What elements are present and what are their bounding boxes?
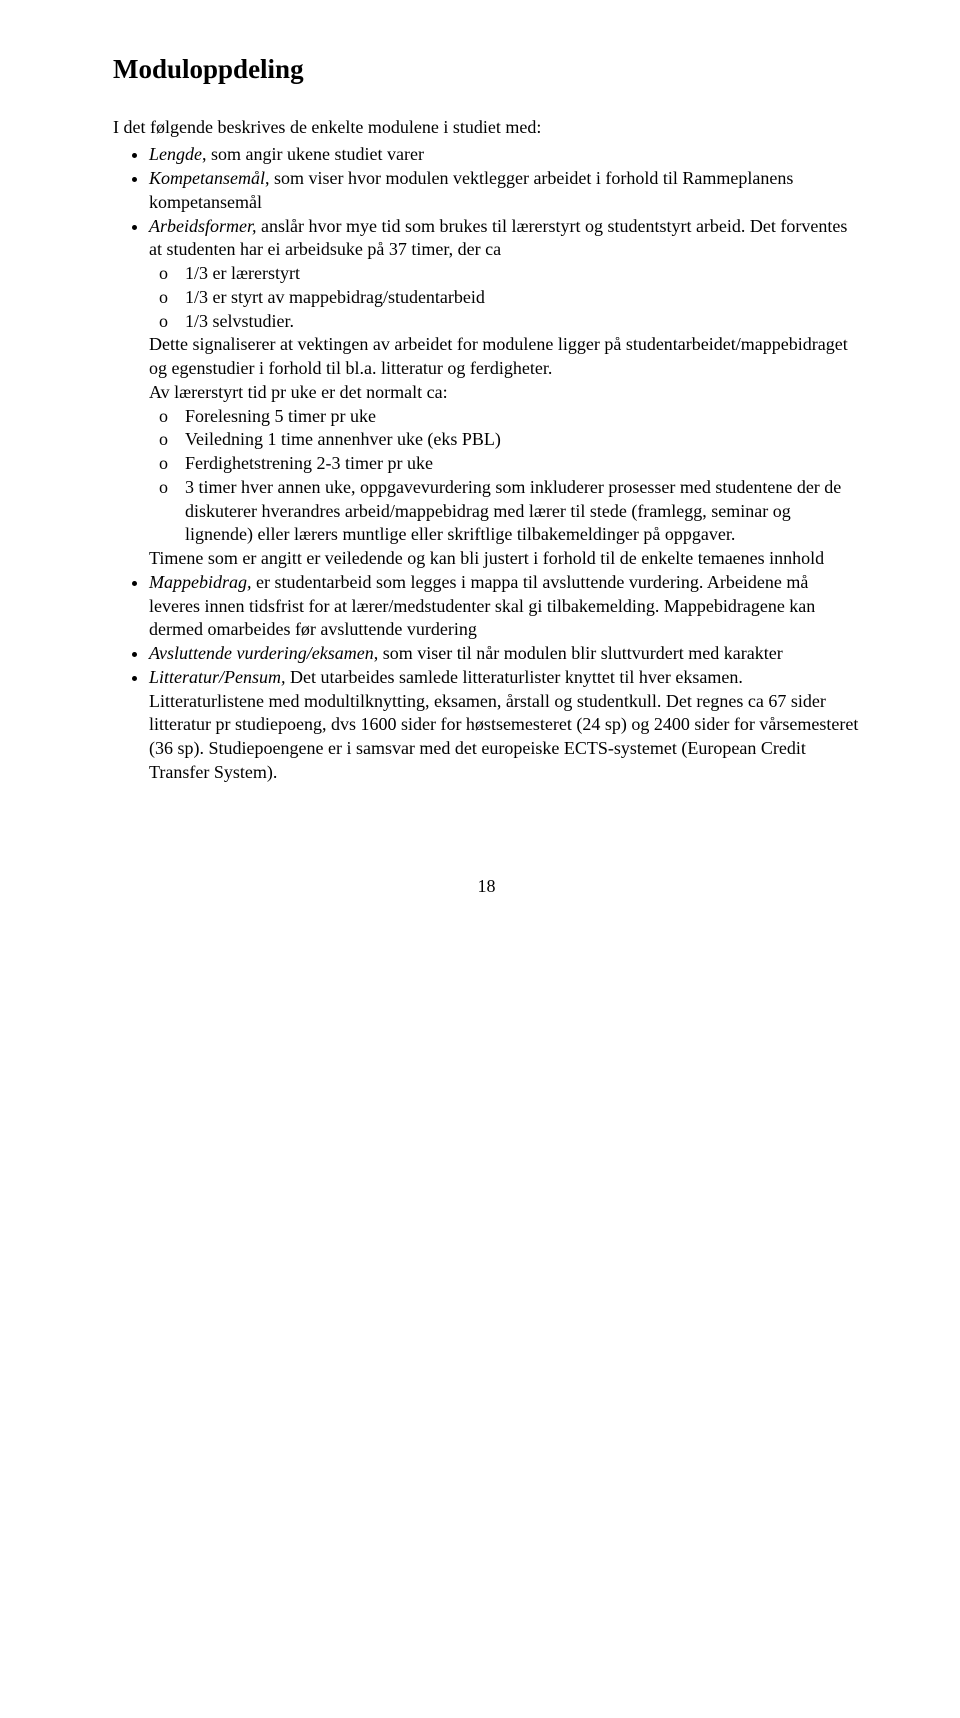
page-title: Moduloppdeling [113, 52, 860, 88]
term: Kompetansemål [149, 168, 265, 188]
term: Litteratur/Pensum, [149, 667, 286, 687]
text: Av lærerstyrt tid pr uke er det normalt … [149, 381, 860, 405]
term: Avsluttende vurdering/eksamen [149, 643, 374, 663]
list-item: Lengde, som angir ukene studiet varer [149, 143, 860, 167]
list-item: Mappebidrag, er studentarbeid som legges… [149, 571, 860, 642]
term: Lengde [149, 144, 202, 164]
term: Arbeidsformer, [149, 216, 257, 236]
list-item: Arbeidsformer, anslår hvor mye tid som b… [149, 215, 860, 571]
sub-list-item: Forelesning 5 timer pr uke [185, 405, 860, 429]
text: Dette signaliserer at vektingen av arbei… [149, 333, 860, 381]
text: Timene som er angitt er veiledende og ka… [149, 547, 860, 571]
sub-list: Forelesning 5 timer pr uke Veiledning 1 … [149, 405, 860, 548]
sub-list-item: Ferdighetstrening 2-3 timer pr uke [185, 452, 860, 476]
text: , som angir ukene studiet varer [202, 144, 424, 164]
list-item: Litteratur/Pensum, Det utarbeides samled… [149, 666, 860, 785]
sub-list: 1/3 er lærerstyrt 1/3 er styrt av mappeb… [149, 262, 860, 333]
text: , som viser til når modulen blir sluttvu… [374, 643, 783, 663]
sub-list-item: 1/3 er lærerstyrt [185, 262, 860, 286]
sub-list-item: 1/3 er styrt av mappebidrag/studentarbei… [185, 286, 860, 310]
sub-list-item: 3 timer hver annen uke, oppgavevurdering… [185, 476, 860, 547]
list-item: Avsluttende vurdering/eksamen, som viser… [149, 642, 860, 666]
list-item: Kompetansemål, som viser hvor modulen ve… [149, 167, 860, 215]
sub-list-item: 1/3 selvstudier. [185, 310, 860, 334]
intro-paragraph: I det følgende beskrives de enkelte modu… [113, 116, 860, 140]
sub-list-item: Veiledning 1 time annenhver uke (eks PBL… [185, 428, 860, 452]
page-number: 18 [113, 875, 860, 899]
term: Mappebidrag, [149, 572, 252, 592]
main-list: Lengde, som angir ukene studiet varer Ko… [113, 143, 860, 784]
